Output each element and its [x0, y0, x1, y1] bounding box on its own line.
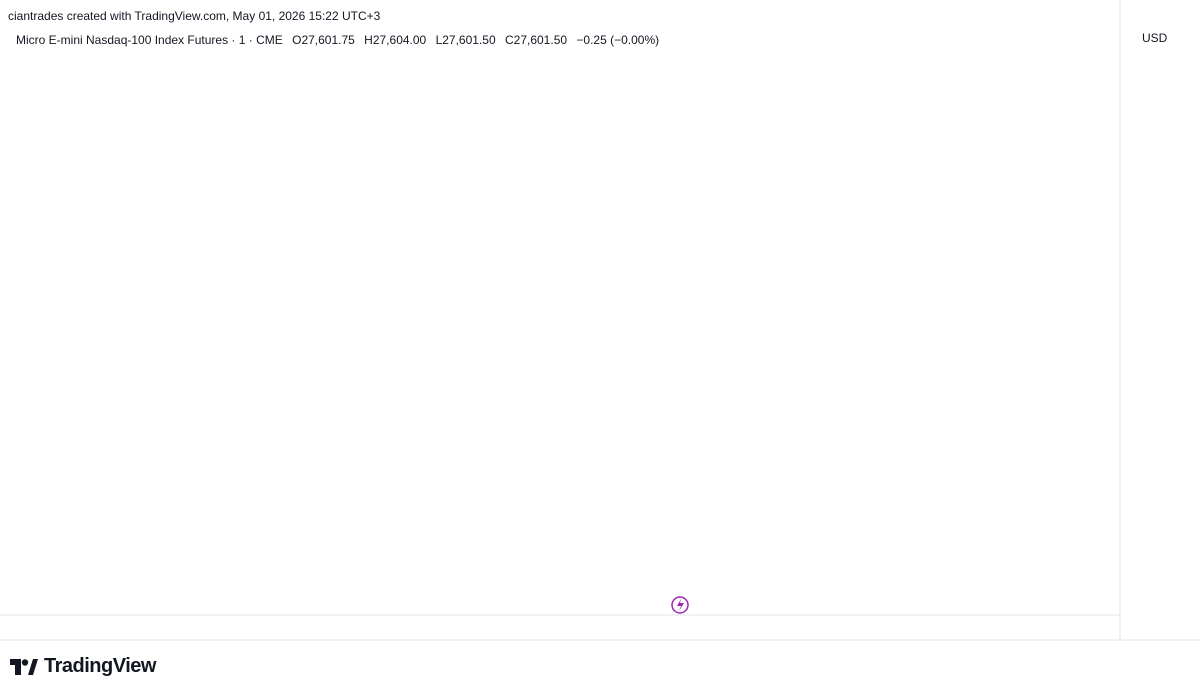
- ohlc-close: C27,601.50: [504, 33, 568, 47]
- logo-icon: [10, 658, 38, 675]
- footer: TradingView: [10, 655, 156, 678]
- replay-icon: [671, 596, 689, 614]
- symbol: Micro E-mini Nasdaq-100 Index Futures · …: [16, 33, 283, 47]
- ohlc-high: H27,604.00: [364, 33, 427, 47]
- legend: Micro E-mini Nasdaq-100 Index Futures · …: [16, 33, 666, 47]
- currency: USD: [1142, 31, 1168, 45]
- credit: ciantrades created with TradingView.com,…: [8, 9, 381, 23]
- logo-text: TradingView: [44, 655, 156, 677]
- change: −0.25 (−0.00%): [576, 33, 660, 47]
- ohlc-open: O27,601.75: [292, 33, 355, 47]
- ohlc-low: L27,601.50: [435, 33, 496, 47]
